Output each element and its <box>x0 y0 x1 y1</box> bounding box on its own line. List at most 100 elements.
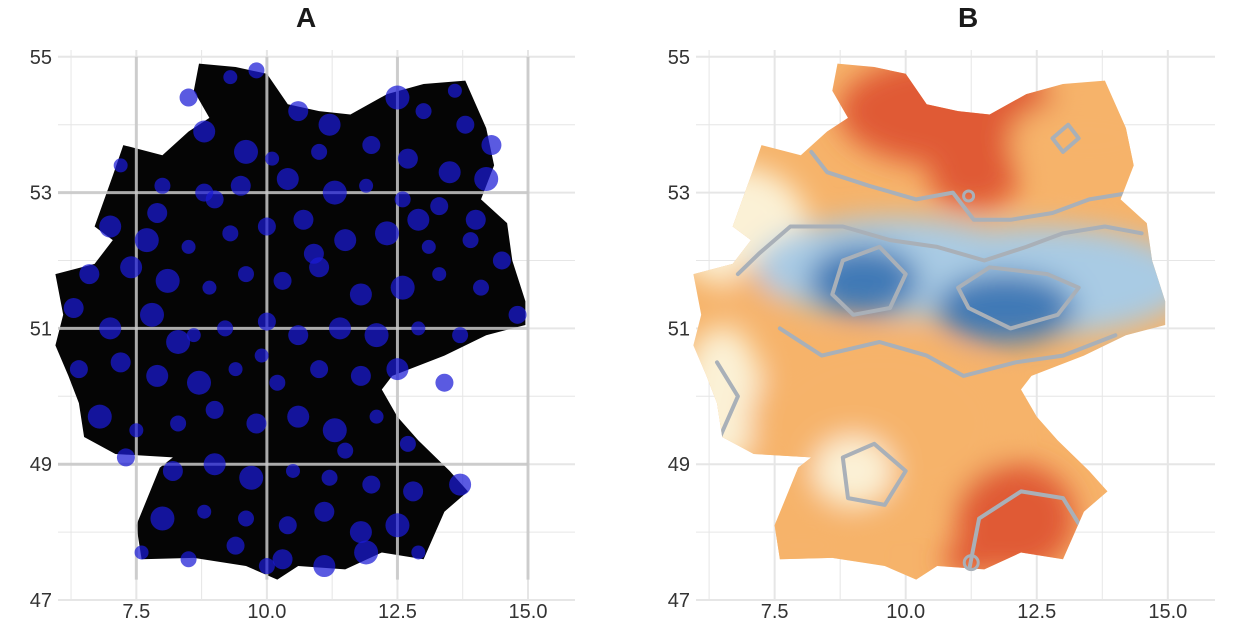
station-point <box>411 545 426 560</box>
a-y-tick-label: 51 <box>30 318 52 340</box>
station-point <box>435 373 454 392</box>
station-point <box>146 364 169 387</box>
station-point <box>230 175 251 196</box>
station-point <box>116 448 135 467</box>
contour-west-edge <box>715 360 740 446</box>
station-point <box>492 251 511 270</box>
warm-northeast <box>1009 98 1166 179</box>
station-point <box>87 404 112 429</box>
station-point <box>399 435 416 452</box>
station-point <box>272 549 293 570</box>
station-points <box>63 62 527 578</box>
station-point <box>394 191 411 208</box>
station-point <box>456 115 475 134</box>
station-point <box>362 475 381 494</box>
station-map: 7.5 10.0 12.5 15.0 47 49 51 53 55 <box>30 47 575 623</box>
station-point <box>481 135 502 156</box>
station-point <box>166 329 191 354</box>
station-point <box>288 101 309 122</box>
station-point <box>359 178 374 193</box>
station-point <box>134 228 159 253</box>
a-y-tick-label: 49 <box>30 454 52 476</box>
station-point <box>329 317 351 340</box>
a-x-tick-label: 10.0 <box>247 601 286 623</box>
station-point <box>278 516 297 535</box>
neutral-south-pocket <box>813 435 894 506</box>
station-point <box>386 358 409 381</box>
warm-alps <box>943 541 994 578</box>
station-point <box>311 143 328 160</box>
station-point <box>162 460 183 481</box>
station-point <box>99 317 122 340</box>
contour-north-warm <box>809 149 1166 222</box>
station-point <box>430 197 449 216</box>
b-y-tick-label: 53 <box>668 183 690 205</box>
station-point <box>390 275 415 300</box>
station-point <box>303 243 324 264</box>
station-point <box>276 168 299 191</box>
panel-a-title: A <box>296 2 317 33</box>
station-point <box>287 405 310 428</box>
interpolated-surface-map: 7.5 10.0 12.5 15.0 47 49 51 53 55 <box>668 47 1215 623</box>
station-point <box>181 239 196 254</box>
station-point <box>293 209 314 230</box>
station-point <box>179 88 198 107</box>
neutral-southwest <box>693 326 763 467</box>
station-point <box>110 352 131 373</box>
cool-core-east <box>935 273 1076 344</box>
station-point <box>452 327 469 344</box>
station-point <box>318 113 341 136</box>
station-point <box>473 279 489 296</box>
b-y-tick-label: 51 <box>668 318 690 340</box>
warm-southeast <box>955 463 1076 574</box>
station-point <box>286 463 300 478</box>
station-point <box>147 202 168 223</box>
station-point <box>180 551 197 568</box>
station-point <box>223 70 238 85</box>
contour-cool-core-west <box>830 244 908 317</box>
b-x-tick-label: 10.0 <box>886 601 925 623</box>
station-point <box>248 62 265 79</box>
station-point <box>269 374 286 391</box>
station-point <box>120 256 143 279</box>
germany-land <box>55 63 526 580</box>
station-point <box>421 239 436 254</box>
contour-south-pocket <box>840 441 908 507</box>
station-point <box>63 298 84 319</box>
b-y-tick-label: 49 <box>668 454 690 476</box>
station-point <box>334 229 357 252</box>
station-point <box>155 268 180 293</box>
station-point <box>349 521 372 544</box>
station-point <box>193 120 216 143</box>
station-point <box>203 453 226 476</box>
station-point <box>273 271 292 290</box>
station-point <box>337 442 354 459</box>
station-point <box>375 221 399 246</box>
contour-alps-dot <box>962 554 980 572</box>
station-point <box>113 158 128 173</box>
contour-north-dot <box>962 189 976 203</box>
station-point <box>79 264 100 285</box>
station-point <box>205 400 224 419</box>
station-point <box>254 348 269 363</box>
station-point <box>197 504 212 519</box>
station-point <box>238 510 254 527</box>
panel-b-title: B <box>958 2 979 33</box>
station-point <box>508 305 527 324</box>
station-point <box>258 558 275 575</box>
station-point <box>322 180 347 205</box>
contour-cool-south <box>777 326 1118 378</box>
contour-northeast-ring <box>1050 122 1081 154</box>
a-y-tick-label: 53 <box>30 183 52 205</box>
b-x-tick-label: 7.5 <box>761 601 789 623</box>
contour-cool-north <box>735 224 1144 277</box>
a-x-tick-label: 7.5 <box>122 601 150 623</box>
b-y-tick-label: 55 <box>668 47 690 69</box>
station-point <box>438 161 461 184</box>
station-point <box>447 83 462 98</box>
station-point <box>385 513 410 538</box>
station-point <box>187 370 211 395</box>
station-point <box>362 136 381 155</box>
panel-b: B 7.5 10.0 12.5 15.0 47 49 51 53 55 <box>620 0 1235 626</box>
station-point <box>354 540 379 565</box>
